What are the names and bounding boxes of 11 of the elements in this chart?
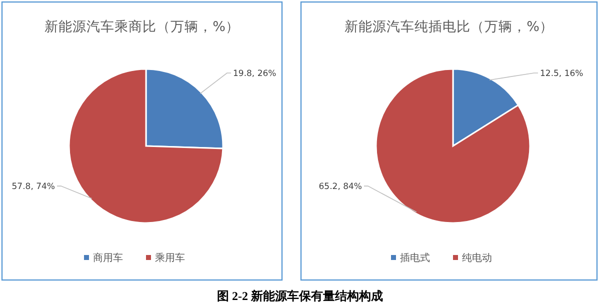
data-label: 57.8, 74% bbox=[12, 182, 55, 192]
caption: 图 2-2 新能源车保有量结构构成 bbox=[217, 289, 383, 303]
data-label: 12.5, 16% bbox=[540, 69, 584, 79]
legend-label: 乘用车 bbox=[155, 252, 185, 264]
chart-title: 新能源汽车纯插电比（万辆，%） bbox=[344, 19, 554, 35]
data-label: 65.2, 84% bbox=[318, 182, 362, 192]
legend-label: 纯电动 bbox=[462, 252, 492, 264]
legend-label: 插电式 bbox=[400, 252, 430, 264]
data-label: 19.8, 26% bbox=[233, 69, 276, 79]
chart-title: 新能源汽车乘商比（万辆，%） bbox=[44, 19, 240, 35]
legend-label: 商用车 bbox=[93, 252, 123, 264]
